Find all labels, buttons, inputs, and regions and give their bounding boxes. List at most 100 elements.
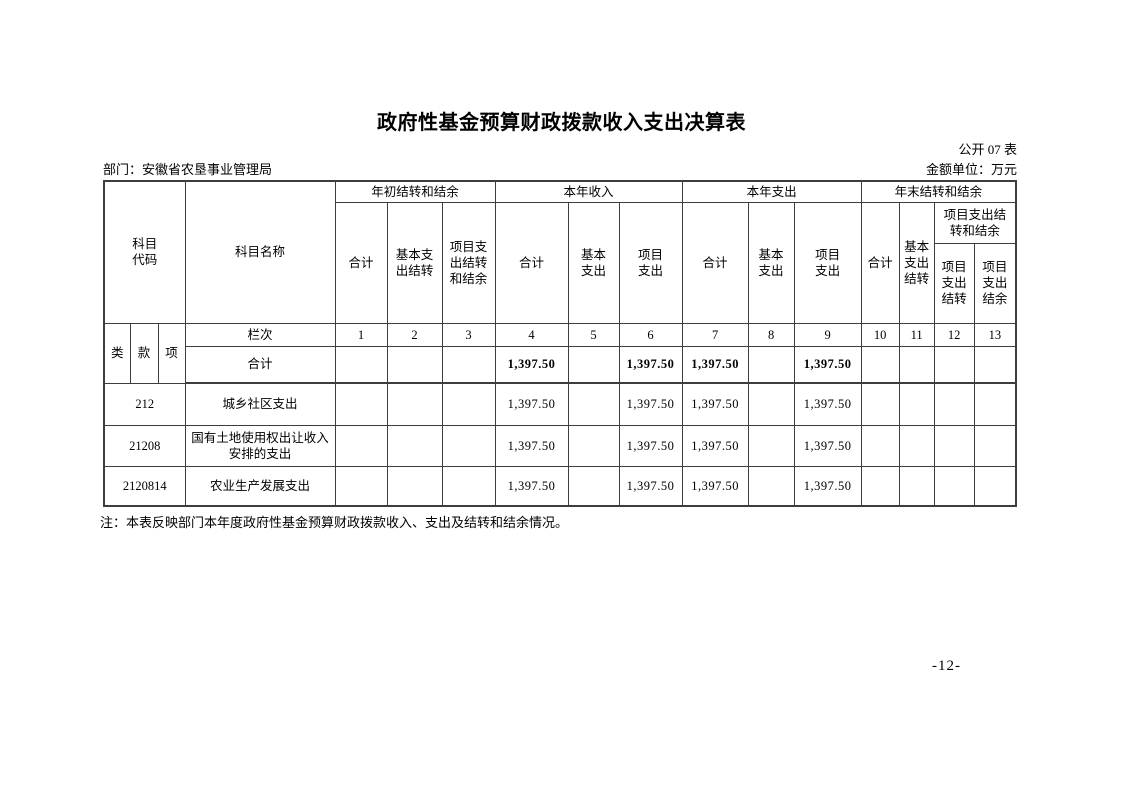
value-cell bbox=[386, 465, 443, 507]
value-cell bbox=[386, 345, 443, 384]
value-cell bbox=[973, 382, 1017, 426]
header-group-row: 科目 代码 科目名称 年初结转和结余 本年收入 本年支出 年末结转和结余 bbox=[103, 180, 1017, 324]
grand-total-row: 合计 1,397.50 1,397.50 1,397.50 1,397.50 bbox=[104, 345, 1017, 384]
page-number: -12- bbox=[932, 658, 961, 674]
value-cell: 1,397.50 bbox=[681, 465, 749, 507]
header-lanci: 栏次 bbox=[184, 322, 336, 347]
header-income-project: 项目 支出 bbox=[618, 201, 683, 324]
header-yearend-project-carry: 项目 支出 结转 bbox=[933, 242, 975, 324]
value-cell bbox=[441, 345, 496, 384]
value-cell bbox=[334, 345, 388, 384]
value-cell bbox=[747, 382, 795, 426]
header-group-current-expense: 本年支出 bbox=[681, 180, 862, 203]
col-number-cell: 2 bbox=[386, 322, 443, 347]
value-cell bbox=[334, 382, 388, 426]
value-cell bbox=[933, 345, 975, 384]
name-cell: 国有土地使用权出让收入安排的支出 bbox=[184, 424, 336, 467]
header-group-current-income: 本年收入 bbox=[494, 180, 683, 203]
value-cell: 1,397.50 bbox=[494, 465, 569, 507]
table-row: 21208 国有土地使用权出让收入安排的支出 1,397.50 1,397.50… bbox=[103, 424, 1017, 467]
value-cell bbox=[386, 424, 443, 467]
value-cell bbox=[441, 382, 496, 426]
note-text: 注：本表反映部门本年度政府性基金预算财政拨款收入、支出及结转和结余情况。 bbox=[100, 515, 569, 530]
value-cell bbox=[933, 424, 975, 467]
value-cell bbox=[334, 465, 388, 507]
column-number-row: 类 款 项 栏次 1 2 3 4 5 6 7 8 9 10 11 12 13 bbox=[103, 322, 1017, 384]
value-cell bbox=[747, 345, 795, 384]
value-cell bbox=[567, 465, 620, 507]
header-code-section: 款 bbox=[129, 322, 159, 384]
value-cell bbox=[441, 465, 496, 507]
value-cell bbox=[898, 382, 935, 426]
header-income-basic: 基本 支出 bbox=[567, 201, 620, 324]
col-number-cell: 10 bbox=[860, 322, 900, 347]
header-code-item: 项 bbox=[157, 322, 186, 384]
value-cell bbox=[973, 345, 1017, 384]
header-begin-project-carry: 项目支 出结转 和结余 bbox=[441, 201, 496, 324]
value-cell bbox=[567, 345, 620, 384]
col-number-cell: 4 bbox=[494, 322, 569, 347]
value-cell: 1,397.50 bbox=[494, 382, 569, 426]
col-number-cell: 7 bbox=[681, 322, 749, 347]
value-cell bbox=[386, 382, 443, 426]
value-cell: 1,397.50 bbox=[681, 345, 749, 384]
header-sub-row-2: 项目 支出 结转 项目 支出 结余 bbox=[104, 242, 1017, 324]
value-cell bbox=[898, 345, 935, 384]
value-cell bbox=[898, 424, 935, 467]
header-subject-code: 科目 代码 bbox=[103, 180, 186, 324]
header-expense-project: 项目 支出 bbox=[793, 201, 862, 324]
col-number-cell: 13 bbox=[973, 322, 1017, 347]
header-expense-basic: 基本 支出 bbox=[747, 201, 795, 324]
value-cell bbox=[933, 382, 975, 426]
unit-label: 金额单位：万元 bbox=[925, 162, 1017, 177]
header-expense-total: 合计 bbox=[681, 201, 749, 324]
col-number-cell: 8 bbox=[747, 322, 795, 347]
value-cell: 1,397.50 bbox=[494, 345, 569, 384]
value-cell bbox=[973, 424, 1017, 467]
value-cell: 1,397.50 bbox=[681, 424, 749, 467]
header-sub-row-1: 合计 基本支 出结转 项目支 出结转 和结余 合计 基本 支出 项目 支出 合计… bbox=[104, 201, 1017, 324]
header-yearend-total: 合计 bbox=[860, 201, 900, 324]
form-number-label: 公开 07 表 bbox=[958, 142, 1017, 157]
value-cell bbox=[567, 424, 620, 467]
header-yearend-project-group: 项目支出结 转和结余 bbox=[933, 201, 1017, 244]
budget-table: 科目 代码 科目名称 年初结转和结余 本年收入 本年支出 年末结转和结余 合计 … bbox=[103, 180, 1018, 507]
col-number-cell: 5 bbox=[567, 322, 620, 347]
code-cell: 2120814 bbox=[103, 465, 186, 507]
header-subject-name: 科目名称 bbox=[184, 180, 336, 324]
value-cell bbox=[898, 465, 935, 507]
value-cell: 1,397.50 bbox=[494, 424, 569, 467]
header-group-yearend-balance: 年末结转和结余 bbox=[860, 180, 1017, 203]
code-cell: 21208 bbox=[103, 424, 186, 467]
col-number-cell: 1 bbox=[334, 322, 388, 347]
name-cell: 农业生产发展支出 bbox=[184, 465, 336, 507]
value-cell bbox=[860, 424, 900, 467]
header-begin-basic-carry: 基本支 出结转 bbox=[386, 201, 443, 324]
col-number-cell: 11 bbox=[898, 322, 935, 347]
value-cell: 1,397.50 bbox=[681, 382, 749, 426]
table-row: 212 城乡社区支出 1,397.50 1,397.50 1,397.50 1,… bbox=[103, 382, 1017, 426]
value-cell bbox=[747, 465, 795, 507]
department-label: 部门：安徽省农垦事业管理局 bbox=[103, 162, 273, 177]
table-row: 2120814 农业生产发展支出 1,397.50 1,397.50 1,397… bbox=[103, 465, 1017, 507]
value-cell: 1,397.50 bbox=[793, 345, 862, 384]
value-cell: 1,397.50 bbox=[793, 382, 862, 426]
value-cell bbox=[973, 465, 1017, 507]
page-title: 政府性基金预算财政拨款收入支出决算表 bbox=[377, 110, 746, 134]
value-cell: 1,397.50 bbox=[618, 345, 683, 384]
code-cell: 212 bbox=[103, 382, 186, 426]
value-cell bbox=[441, 424, 496, 467]
value-cell: 1,397.50 bbox=[793, 424, 862, 467]
value-cell bbox=[933, 465, 975, 507]
value-cell bbox=[860, 345, 900, 384]
header-code-class: 类 bbox=[103, 322, 131, 384]
value-cell: 1,397.50 bbox=[618, 424, 683, 467]
total-label-cell: 合计 bbox=[184, 345, 336, 384]
header-yearend-basic-carry: 基本 支出 结转 bbox=[898, 201, 935, 324]
col-number-cell: 6 bbox=[618, 322, 683, 347]
header-yearend-project-balance: 项目 支出 结余 bbox=[973, 242, 1017, 324]
value-cell bbox=[747, 424, 795, 467]
col-number-cell: 3 bbox=[441, 322, 496, 347]
header-begin-total: 合计 bbox=[334, 201, 388, 324]
